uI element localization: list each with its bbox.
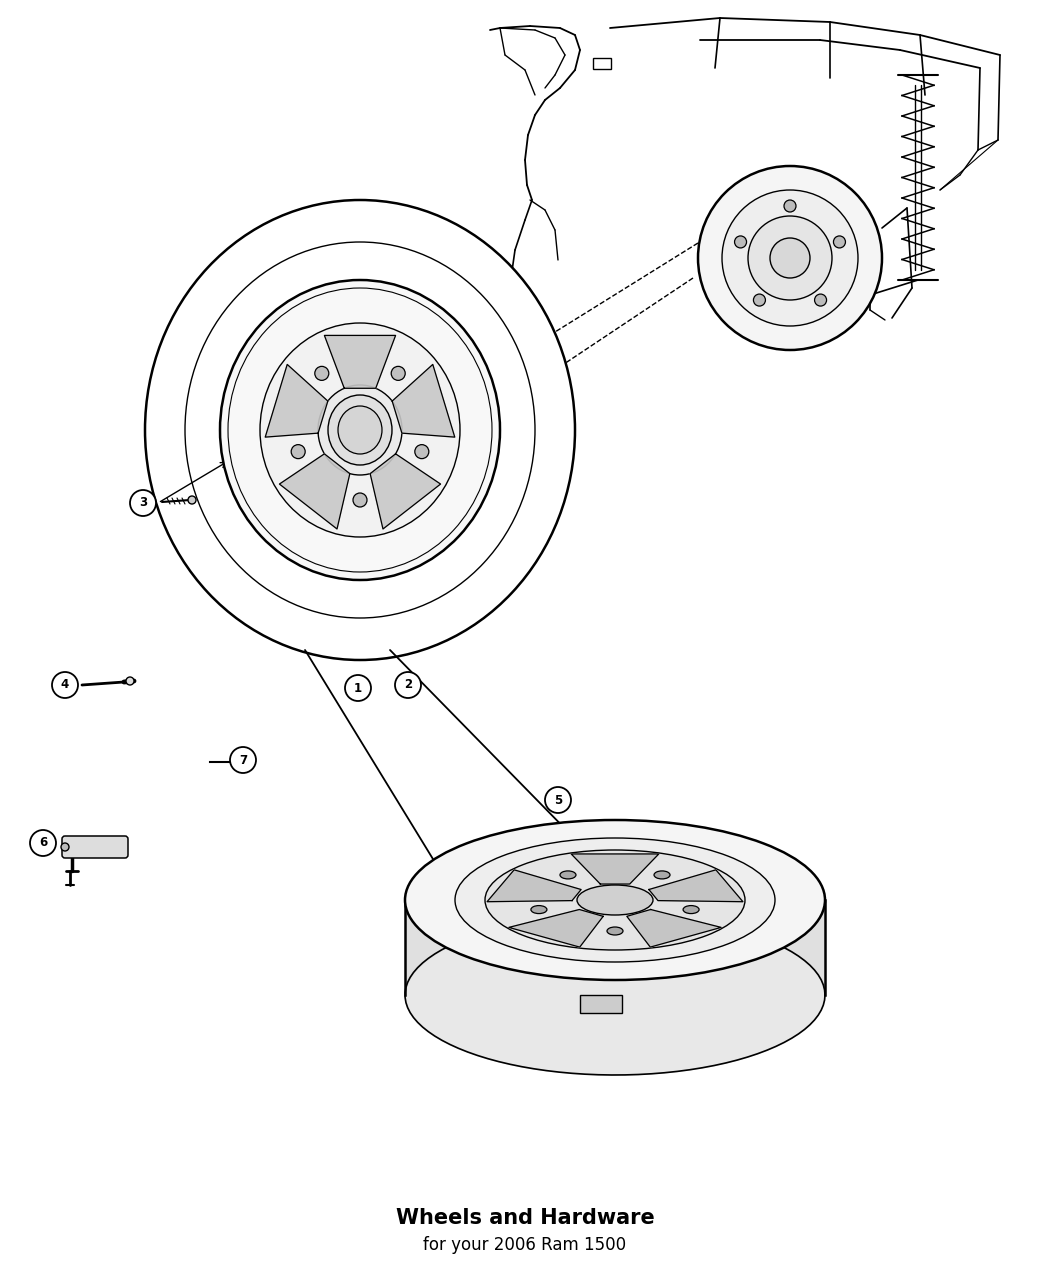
Circle shape [315,366,329,380]
Circle shape [30,830,56,856]
Bar [580,994,622,1014]
Text: 5: 5 [554,793,562,807]
Text: 6: 6 [39,836,47,849]
Ellipse shape [220,280,500,580]
Circle shape [353,493,367,507]
Polygon shape [571,854,658,884]
Circle shape [345,674,371,701]
Ellipse shape [338,405,382,454]
Polygon shape [279,454,350,529]
Circle shape [415,445,428,459]
Ellipse shape [560,871,576,878]
Circle shape [126,677,134,685]
Circle shape [61,843,69,850]
Circle shape [722,190,858,326]
Polygon shape [233,754,251,770]
Circle shape [230,747,256,773]
Circle shape [130,490,156,516]
Text: 1: 1 [354,682,362,695]
Polygon shape [405,915,825,1075]
Ellipse shape [405,820,825,980]
Circle shape [815,295,826,306]
Ellipse shape [318,385,402,476]
Text: 7: 7 [239,754,247,766]
Circle shape [784,200,796,212]
Bar [593,57,611,69]
Polygon shape [649,870,743,901]
Circle shape [392,366,405,380]
Circle shape [748,215,832,300]
Polygon shape [392,365,455,437]
Polygon shape [371,454,441,529]
Text: for your 2006 Ram 1500: for your 2006 Ram 1500 [423,1235,627,1255]
Ellipse shape [328,395,392,465]
Ellipse shape [485,850,746,950]
Ellipse shape [684,905,699,914]
Polygon shape [487,870,581,901]
Text: 3: 3 [139,496,147,510]
Ellipse shape [578,885,653,915]
Text: Wheels and Hardware: Wheels and Hardware [396,1207,654,1228]
Ellipse shape [145,200,575,660]
Circle shape [395,672,421,697]
Ellipse shape [260,323,460,537]
Polygon shape [627,909,721,947]
Circle shape [770,238,810,278]
Circle shape [834,236,845,247]
Text: 2: 2 [404,678,412,691]
Circle shape [545,787,571,813]
Polygon shape [266,365,328,437]
Circle shape [698,166,882,351]
FancyBboxPatch shape [62,836,128,858]
Text: 4: 4 [61,678,69,691]
Circle shape [52,672,78,697]
Circle shape [188,496,196,504]
Ellipse shape [185,242,536,618]
Circle shape [291,445,306,459]
Ellipse shape [607,927,623,935]
Polygon shape [324,335,396,389]
Polygon shape [509,909,603,947]
Circle shape [735,236,747,247]
Ellipse shape [531,905,547,914]
Ellipse shape [654,871,670,878]
Ellipse shape [455,838,775,963]
Circle shape [754,295,765,306]
